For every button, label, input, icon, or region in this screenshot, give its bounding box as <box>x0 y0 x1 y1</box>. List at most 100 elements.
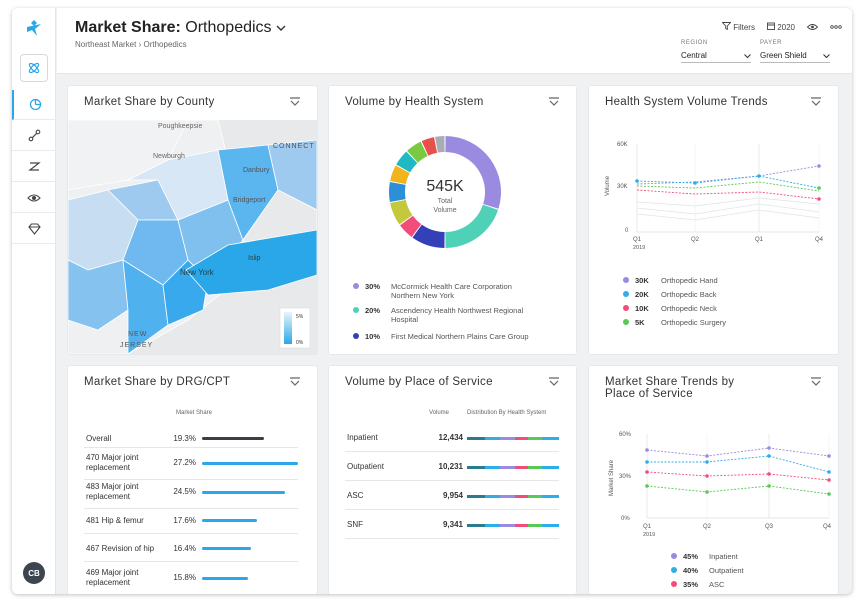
distribution-segment <box>467 437 486 440</box>
table-row[interactable]: 467 Revision of hip 16.4% <box>84 538 298 562</box>
legend-item[interactable]: 30K Orthopedic Hand <box>623 276 718 285</box>
legend-item[interactable]: 5K Orthopedic Surgery <box>623 318 726 327</box>
series-point <box>767 484 771 488</box>
volume-donut-chart[interactable] <box>383 130 507 254</box>
legend-item[interactable]: 45% Inpatient <box>671 552 738 561</box>
series-line-asc <box>646 471 830 481</box>
more-options-icon[interactable] <box>830 25 842 29</box>
table-row[interactable]: 469 Major joint replacement 15.8% <box>84 567 298 594</box>
series-point <box>645 460 649 464</box>
eye-icon[interactable] <box>807 23 818 31</box>
user-avatar[interactable]: CB <box>23 562 45 584</box>
legend-item[interactable]: 40% Outpatient <box>671 566 744 575</box>
card-title: Market Share Trends by Place of Service <box>605 376 734 400</box>
apps-button[interactable] <box>20 54 48 82</box>
nav-market-share[interactable] <box>12 90 56 120</box>
card-title-line: Market Share Trends by <box>605 376 735 388</box>
map-place-label: New York <box>180 268 215 277</box>
donut-slice[interactable] <box>400 215 422 237</box>
donut-slice[interactable] <box>407 141 428 163</box>
payer-select[interactable]: Green Shield <box>760 51 830 63</box>
card-menu-icon[interactable] <box>289 97 301 107</box>
app-logo-icon[interactable] <box>24 18 44 38</box>
card-menu-icon[interactable] <box>289 377 301 387</box>
donut-slice[interactable] <box>445 204 499 248</box>
county-map[interactable]: Poughkeepsie Newburgh Danbury Bridgeport… <box>68 120 317 354</box>
donut-slice[interactable] <box>390 165 410 185</box>
legend-item[interactable]: 30% McCormick Health Care Corporation Nor… <box>353 282 512 300</box>
page-title-topic: Orthopedics <box>185 19 272 36</box>
row-label-line: replacement <box>86 463 131 472</box>
y-axis-label: Market Share <box>609 459 615 496</box>
table-row[interactable]: 481 Hip & femur 17.6% <box>84 510 298 534</box>
row-label-line: 483 Major joint <box>86 482 139 491</box>
table-row[interactable]: Inpatient 12,434 <box>345 428 559 452</box>
x-tick: Q1 <box>755 237 764 243</box>
legend-label: ASC <box>709 580 725 589</box>
table-row[interactable]: Overall 19.3% <box>84 428 298 448</box>
card-menu-icon[interactable] <box>810 377 822 387</box>
legend-dot <box>623 291 629 297</box>
map-place-label: NEW <box>128 331 147 338</box>
legend-label: Outpatient <box>709 566 744 575</box>
region-select[interactable]: Central <box>681 51 751 63</box>
legend-pct: 10% <box>365 332 381 341</box>
payer-value: Green Shield <box>760 51 807 60</box>
card-title: Volume by Health System <box>345 96 484 108</box>
region-value: Central <box>681 51 707 60</box>
legend-item[interactable]: 10% First Medical Northern Plains Care G… <box>353 332 529 341</box>
card-menu-icon[interactable] <box>548 377 560 387</box>
nav-watch[interactable] <box>12 183 56 213</box>
donut-slice[interactable] <box>421 137 438 156</box>
column-header-volume: Volume <box>429 410 450 416</box>
scale-min: 0% <box>296 340 304 346</box>
county-card: Market Share by County Poughkeepsie Newb… <box>68 86 317 354</box>
map-place-label: Poughkeepsie <box>158 123 202 130</box>
y-tick: 60K <box>617 142 628 148</box>
donut-slice[interactable] <box>412 224 445 248</box>
payer-label: PAYER <box>760 40 782 46</box>
card-title: Market Share by County <box>84 96 215 108</box>
donut-slice[interactable] <box>396 151 418 173</box>
distribution-segment <box>485 524 501 527</box>
donut-slice[interactable] <box>389 182 406 202</box>
page-header: Market Share: Orthopedics Northeast Mark… <box>57 8 852 74</box>
legend-item[interactable]: 20% Ascendency Health Northwest Regional… <box>353 306 523 324</box>
market-share-trend-chart[interactable]: Market Share 60% 30% 0% <box>589 426 838 546</box>
nav-premium[interactable] <box>12 214 56 244</box>
eye-icon <box>27 193 41 202</box>
table-row[interactable]: SNF 9,341 <box>345 515 559 539</box>
series-line-snf <box>646 485 830 495</box>
table-row[interactable]: 483 Major joint replacement 24.5% <box>84 481 298 509</box>
column-header: Market Share <box>176 410 213 416</box>
donut-slice[interactable] <box>390 199 413 225</box>
legend-item[interactable]: 20K Orthopedic Back <box>623 290 716 299</box>
legend-item[interactable]: 35% ASC <box>671 580 724 589</box>
legend-item[interactable]: 10K Orthopedic Neck <box>623 304 717 313</box>
page-title-prefix: Market Share: <box>75 19 181 36</box>
nav-link[interactable] <box>12 121 56 151</box>
nav-flow[interactable] <box>12 152 56 182</box>
table-row[interactable]: 470 Major joint replacement 27.2% <box>84 452 298 480</box>
legend-pct: 20% <box>365 306 381 315</box>
filters-button[interactable]: Filters <box>721 22 755 32</box>
legend-dot <box>671 553 677 559</box>
breadcrumb-root[interactable]: Northeast Market <box>75 40 137 49</box>
distribution-segment <box>514 437 528 440</box>
donut-total-label: Volume <box>433 207 457 214</box>
series-point <box>827 454 831 458</box>
volume-trend-chart[interactable]: Volume 60K 30K 0 Q1 Q2 Q1 Q4 <box>589 136 838 266</box>
card-menu-icon[interactable] <box>548 97 560 107</box>
breadcrumb-separator-icon: › <box>138 40 144 49</box>
card-menu-icon[interactable] <box>810 97 822 107</box>
chevron-down-icon <box>823 54 830 59</box>
donut-slice[interactable] <box>435 136 445 153</box>
distribution-segment <box>527 466 543 469</box>
donut-slice[interactable] <box>445 136 501 209</box>
table-row[interactable]: Outpatient 10,231 <box>345 457 559 481</box>
page-title[interactable]: Market Share: Orthopedics <box>75 19 286 37</box>
year-button[interactable]: 2020 <box>767 22 795 32</box>
table-row[interactable]: ASC 9,954 <box>345 486 559 510</box>
distribution-segment <box>467 524 486 527</box>
series-line-muted <box>636 203 820 215</box>
